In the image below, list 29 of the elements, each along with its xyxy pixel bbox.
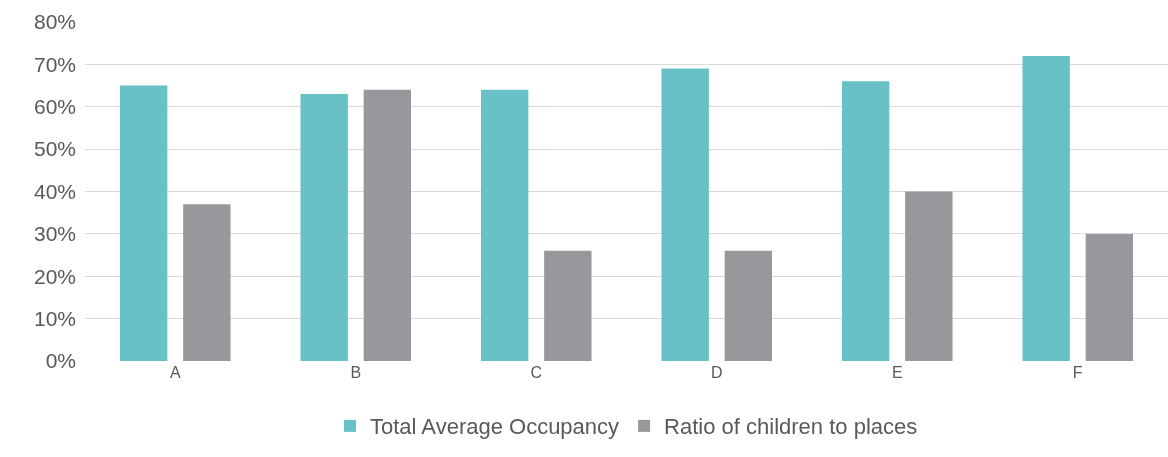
bar <box>1085 233 1134 361</box>
bar <box>363 89 412 361</box>
bar <box>183 204 231 361</box>
bar <box>300 94 348 361</box>
bar <box>480 89 529 361</box>
bar <box>1022 55 1070 361</box>
y-tick-label: 80% <box>33 10 76 34</box>
x-tick-label: D <box>710 364 723 381</box>
y-tick-label: 20% <box>33 264 76 288</box>
y-tick-label: 30% <box>33 222 76 246</box>
y-tick-label: 40% <box>33 179 76 203</box>
y-tick-label: 70% <box>33 52 76 76</box>
legend-label: Total Average Occupancy <box>370 414 620 440</box>
y-tick-label: 0% <box>45 349 76 373</box>
bar <box>544 250 592 361</box>
bar <box>724 250 773 361</box>
bar <box>661 68 709 361</box>
x-tick-label: C <box>530 364 543 381</box>
y-tick-label: 10% <box>33 306 76 330</box>
y-tick-label: 50% <box>33 137 76 161</box>
bar <box>841 81 890 361</box>
legend-label: Ratio of children to places <box>664 414 918 440</box>
y-tick-label: 60% <box>33 95 76 119</box>
x-tick-label: A <box>169 364 181 381</box>
x-tick-label: F <box>1072 364 1083 381</box>
x-tick-label: E <box>891 364 903 381</box>
bar <box>905 191 953 361</box>
x-tick-label: B <box>350 364 362 381</box>
bar <box>119 85 168 361</box>
